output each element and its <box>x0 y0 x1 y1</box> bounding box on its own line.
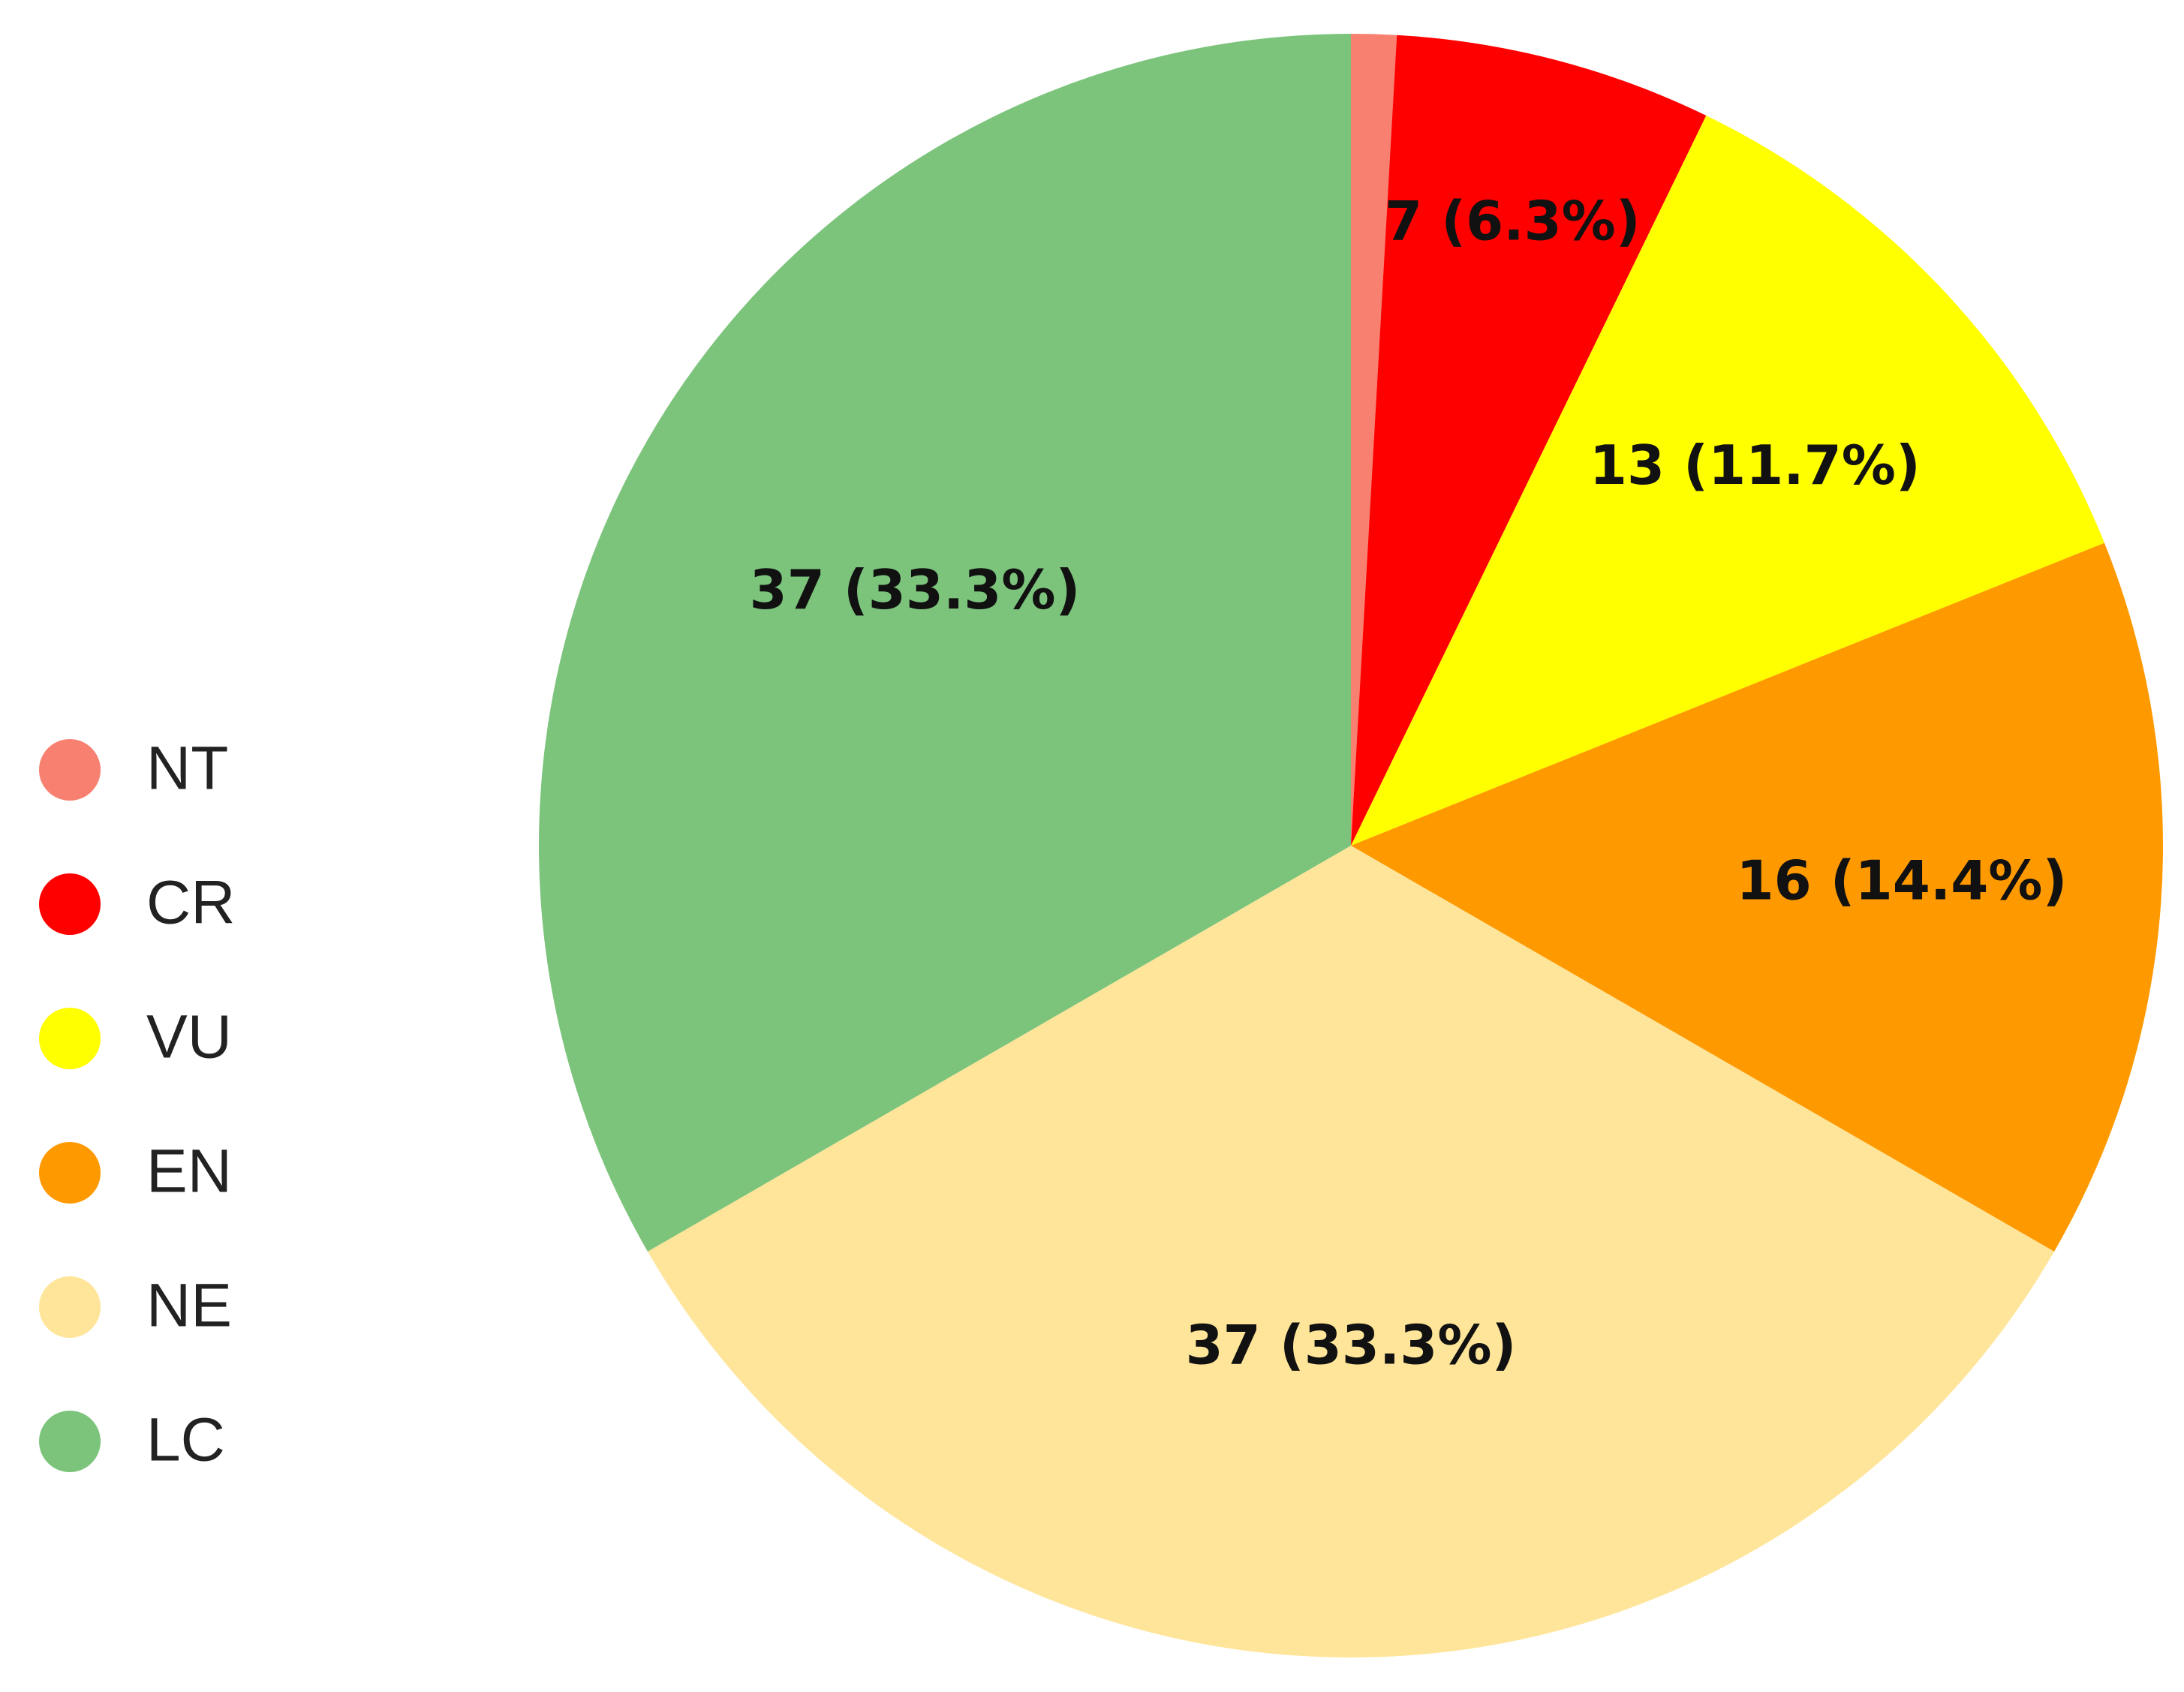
legend-marker <box>39 1142 101 1204</box>
legend-marker <box>39 1008 101 1069</box>
slice-label: 13 (11.7%) <box>1590 434 1921 497</box>
pie-slice <box>647 846 2055 1657</box>
pie-slice <box>539 34 1351 1252</box>
legend-marker <box>39 1276 101 1338</box>
pie-slice <box>1351 542 2163 1252</box>
slice-label: 37 (33.3%) <box>750 558 1081 621</box>
slice-label: 7 (6.3%) <box>1385 189 1641 252</box>
legend-marker <box>39 1411 101 1472</box>
slice-label: 16 (14.4%) <box>1736 849 2067 912</box>
pie-slice <box>1351 34 1397 846</box>
legend-label: NE <box>146 1272 232 1340</box>
legend-marker <box>39 739 101 801</box>
legend-label: EN <box>146 1138 232 1206</box>
pie-slice <box>1351 35 1707 846</box>
legend-label: VU <box>146 1003 232 1071</box>
legend-marker <box>39 873 101 935</box>
pie-slice <box>1351 116 2104 846</box>
slice-label: 37 (33.3%) <box>1186 1313 1517 1376</box>
legend-label: LC <box>146 1406 225 1474</box>
legend-label: NT <box>146 735 228 803</box>
legend-label: CR <box>146 869 235 937</box>
